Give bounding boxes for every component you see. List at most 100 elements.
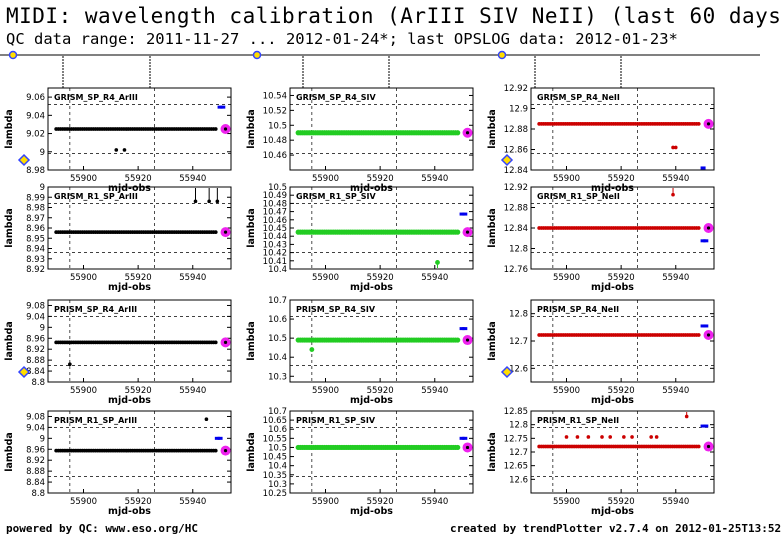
x-tick-label: 55920 (125, 497, 152, 507)
y-tick-label: 12.8 (509, 310, 528, 320)
outlier-point (459, 212, 465, 216)
data-point (213, 340, 218, 345)
y-tick-label: 12.9 (509, 105, 528, 115)
latest-point-center (223, 340, 228, 344)
outlier-point (700, 424, 706, 428)
data-point (696, 121, 701, 126)
y-tick-label: 12.84 (504, 166, 528, 176)
latest-point-center (223, 449, 228, 453)
y-axis-label: lambda (4, 109, 15, 149)
x-tick-label: 55900 (312, 497, 339, 507)
y-tick-label: 10.55 (263, 434, 287, 444)
x-tick-label: 55920 (608, 497, 635, 507)
x-tick-label: 55920 (608, 386, 635, 396)
y-tick-label: 10.3 (268, 480, 287, 490)
outlier-point (459, 436, 465, 440)
y-tick-label: 10.41 (263, 257, 287, 267)
panel-title: GRISM_R1_SP_ArIII (54, 192, 138, 201)
outlier-point (703, 239, 709, 243)
panel-title: GRISM_SP_R4_NeII (537, 93, 620, 102)
x-tick-label: 55920 (367, 386, 394, 396)
extra-point (193, 199, 198, 204)
y-tick-label: 10.47 (263, 208, 287, 218)
y-tick-label: 10.65 (263, 416, 287, 426)
y-tick-label: 9 (40, 183, 45, 193)
x-tick-label: 55920 (367, 174, 394, 184)
panel-prism-r1-sp-neii: 12.6 12.65 12.7 12.75 12.8 12.85 55900 55920 559… (487, 407, 715, 517)
extra-point (671, 145, 675, 150)
y-tick-label: 10.45 (263, 224, 287, 234)
outlier-point (220, 105, 226, 109)
panel-title: GRISM_R1_SP_NeII (537, 192, 620, 201)
y-tick-label: 8.95 (26, 234, 45, 244)
panel-title: GRISM_R1_SP_SIV (296, 192, 377, 201)
x-axis-label: mjd-obs (350, 395, 393, 406)
plot-frame (289, 299, 474, 383)
y-tick-label: 10.4 (268, 462, 287, 472)
footer-created: created by trendPlotter v2.7.4 on 2012-0… (450, 522, 782, 535)
y-tick-label: 8.99 (26, 193, 45, 203)
panel-title: PRISM_R1_SP_SIV (296, 416, 376, 425)
panel-title: GRISM_SP_R4_SIV (296, 93, 377, 102)
extra-point (671, 192, 675, 197)
x-tick-label: 55900 (70, 386, 97, 396)
y-axis-label: lambda (487, 432, 498, 472)
panel-grism-sp-r4-ariii: 8.98 9 9.02 9.04 9.06 55900 55920 55940 mjd-obs l… (4, 87, 232, 194)
y-axis-label: lambda (487, 109, 498, 149)
y-tick-label: 10.49 (263, 191, 287, 201)
y-tick-label: 9.08 (26, 412, 45, 422)
y-axis-label: lambda (246, 321, 257, 361)
x-tick-label: 55920 (608, 174, 635, 184)
x-tick-label: 55900 (553, 174, 580, 184)
y-tick-label: 8.88 (26, 356, 45, 366)
panel-title: PRISM_SP_R4_SIV (296, 305, 376, 314)
x-tick-label: 55900 (312, 273, 339, 283)
latest-point-center (465, 338, 470, 342)
y-tick-label: 12.92 (504, 183, 528, 193)
extra-point (586, 435, 591, 439)
footer-credit: powered by QC: www.eso.org/HC (6, 522, 199, 535)
data-point (455, 337, 461, 343)
x-tick-label: 55900 (553, 386, 580, 396)
plot-frame (47, 299, 232, 383)
x-axis-label: mjd-obs (350, 282, 393, 293)
latest-point-center (465, 445, 470, 450)
y-tick-label: 9 (40, 148, 45, 158)
calibration-marker-1 (252, 50, 262, 60)
y-tick-label: 10.46 (263, 216, 287, 226)
y-tick-label: 10.46 (263, 151, 287, 161)
panel-prism-r1-sp-siv: 10.2510.310.3510.410.4510.510.5510.610.6… (246, 407, 474, 517)
y-tick-label: 12.6 (509, 364, 528, 374)
y-tick-label: 10.35 (263, 471, 287, 481)
x-axis-label: mjd-obs (350, 506, 393, 517)
calibration-diamond (500, 365, 514, 379)
data-point (455, 130, 461, 136)
y-tick-label: 9.04 (26, 111, 45, 121)
y-tick-label: 9 (40, 323, 45, 333)
extra-point (114, 148, 119, 152)
y-tick-label: 8.94 (26, 245, 45, 255)
x-axis-label: mjd-obs (591, 183, 634, 194)
extra-point (575, 435, 580, 439)
x-tick-label: 55940 (179, 497, 206, 507)
panel-title: PRISM_SP_R4_NeII (537, 305, 619, 314)
latest-point-center (706, 226, 711, 230)
panel-prism-sp-r4-siv: 10.3 10.4 10.5 10.6 10.7 55900 55920 55940 mjd-o… (246, 296, 474, 406)
extra-point (630, 435, 634, 439)
extra-point (215, 199, 220, 204)
x-tick-label: 55900 (312, 174, 339, 184)
page-subtitle: QC data range: 2011-11-27 ... 2012-01-24… (6, 30, 678, 48)
panel-title: PRISM_R1_SP_NeII (537, 416, 619, 425)
extra-point (608, 435, 613, 439)
calibration-diamond (17, 153, 31, 167)
y-tick-label: 10.52 (263, 106, 287, 116)
y-tick-label: 8.8 (31, 378, 45, 388)
y-tick-label: 12.75 (504, 434, 528, 444)
outlier-point (459, 327, 465, 331)
y-tick-label: 12.7 (509, 337, 528, 347)
y-tick-label: 10.48 (263, 136, 287, 146)
data-point (696, 226, 701, 230)
data-point (455, 229, 461, 235)
